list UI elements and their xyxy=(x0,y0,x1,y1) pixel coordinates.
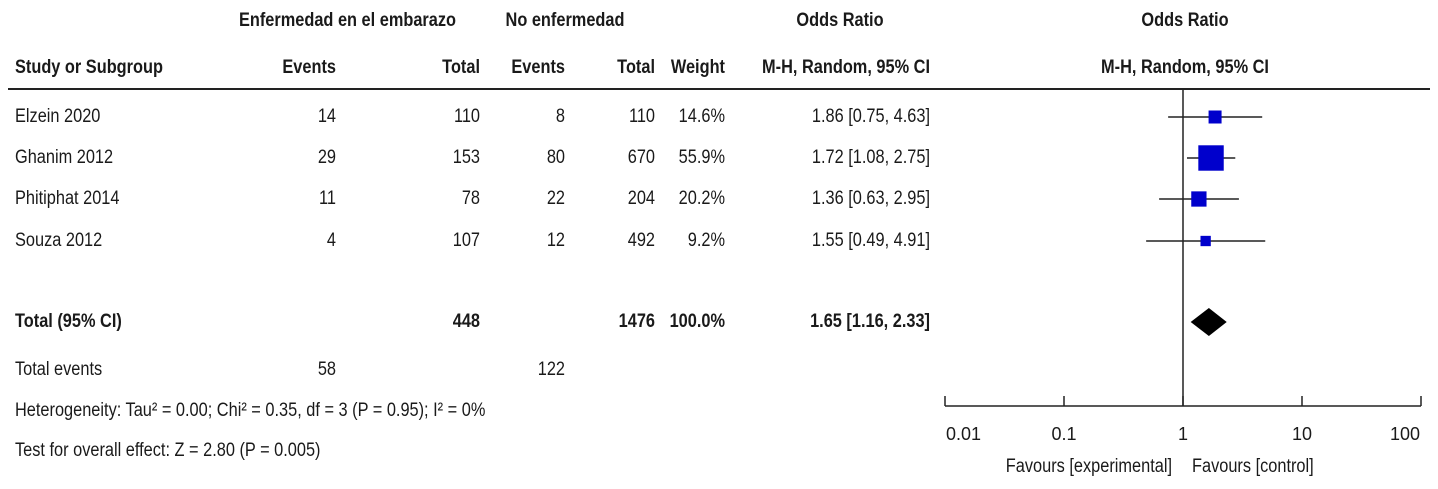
total1-value: 110 xyxy=(453,106,480,127)
total-events2: 122 xyxy=(537,359,565,380)
ci-value: 1.86 [0.75, 4.63] xyxy=(811,106,930,127)
study-effect-marker xyxy=(1198,145,1224,171)
ci-value: 1.72 [1.08, 2.75] xyxy=(811,147,930,168)
events2-header: Events xyxy=(511,57,565,78)
weight-value: 55.9% xyxy=(678,147,725,168)
ci-value: 1.55 [0.49, 4.91] xyxy=(811,230,930,251)
favours-control-label: Favours [control] xyxy=(1192,456,1314,477)
total1-sum: 448 xyxy=(452,311,480,332)
total2-header: Total xyxy=(617,57,655,78)
study-name: Elzein 2020 xyxy=(15,106,101,127)
odds-ratio-plot-header: Odds Ratio xyxy=(1141,10,1229,31)
events1-value: 4 xyxy=(326,230,336,251)
total1-value: 153 xyxy=(452,147,480,168)
total-events-label: Total events xyxy=(15,359,103,380)
total1-value: 78 xyxy=(461,188,480,209)
events2-value: 22 xyxy=(546,188,565,209)
events1-value: 11 xyxy=(319,188,336,209)
events2-value: 80 xyxy=(546,147,565,168)
weight-value: 14.6% xyxy=(678,106,725,127)
group1-header: Enfermedad en el embarazo xyxy=(238,10,457,31)
events2-value: 8 xyxy=(555,106,565,127)
weight-value: 20.2% xyxy=(678,188,725,209)
axis-tick-label: 10 xyxy=(1292,424,1312,444)
pooled-effect-diamond xyxy=(1190,308,1227,336)
study-name: Souza 2012 xyxy=(15,230,103,251)
method-header: M-H, Random, 95% CI xyxy=(762,57,930,78)
total-ci: 1.65 [1.16, 2.33] xyxy=(810,311,930,332)
ci-value: 1.36 [0.63, 2.95] xyxy=(811,188,930,209)
study-effect-marker xyxy=(1191,191,1207,207)
study-effect-marker xyxy=(1208,110,1222,124)
events1-value: 14 xyxy=(317,106,336,127)
total2-value: 670 xyxy=(627,147,655,168)
total2-value: 492 xyxy=(627,230,655,251)
study-name: Phitiphat 2014 xyxy=(15,188,120,209)
weight-value: 9.2% xyxy=(687,230,725,251)
events2-value: 12 xyxy=(546,230,565,251)
total2-value: 110 xyxy=(628,106,655,127)
axis-tick-label: 0.01 xyxy=(946,424,981,444)
total-weight: 100.0% xyxy=(669,311,725,332)
total2-sum: 1476 xyxy=(618,311,655,332)
heterogeneity-text: Heterogeneity: Tau² = 0.00; Chi² = 0.35,… xyxy=(15,400,486,421)
total1-value: 107 xyxy=(452,230,480,251)
odds-ratio-header: Odds Ratio xyxy=(796,10,884,31)
events1-header: Events xyxy=(282,57,336,78)
method-plot-header: M-H, Random, 95% CI xyxy=(1101,57,1269,78)
axis-tick-label: 100 xyxy=(1390,424,1420,444)
study-column-header: Study or Subgroup xyxy=(15,57,163,78)
events1-value: 29 xyxy=(317,147,336,168)
header-divider xyxy=(8,88,1430,90)
weight-header: Weight xyxy=(670,57,725,78)
study-name: Ghanim 2012 xyxy=(15,147,114,168)
study-effect-marker xyxy=(1200,235,1211,247)
group2-header: No enfermedad xyxy=(505,10,625,31)
total2-value: 204 xyxy=(627,188,655,209)
axis-tick-label: 1 xyxy=(1178,424,1188,444)
total-events1: 58 xyxy=(317,359,336,380)
axis-tick-label: 0.1 xyxy=(1051,424,1076,444)
favours-experimental-label: Favours [experimental] xyxy=(1005,456,1172,477)
overall-effect-text: Test for overall effect: Z = 2.80 (P = 0… xyxy=(15,440,321,461)
total-label: Total (95% CI) xyxy=(15,311,122,332)
total1-header: Total xyxy=(442,57,480,78)
